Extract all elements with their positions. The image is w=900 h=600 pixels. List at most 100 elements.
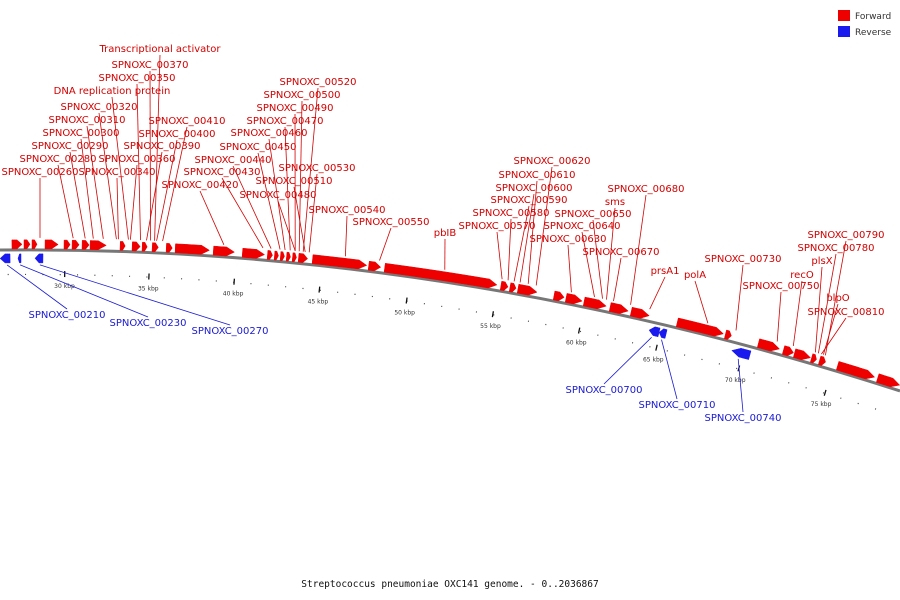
forward-gene-label: SPNOXC_00370 xyxy=(111,60,188,71)
forward-gene-arrow xyxy=(71,239,80,250)
forward-gene-label: SPNOXC_00400 xyxy=(138,129,215,140)
forward-gene-arrow xyxy=(817,355,826,366)
forward-gene-label: SPNOXC_00670 xyxy=(582,247,659,258)
forward-label-leader xyxy=(630,194,647,305)
forward-label-leader xyxy=(154,54,161,241)
genome-caption: Streptococcus pneumoniae OXC141 genome. … xyxy=(301,579,598,590)
forward-gene-arrow xyxy=(608,302,629,314)
forward-label-leader xyxy=(379,227,392,261)
reverse-gene-label: SPNOXC_00710 xyxy=(638,400,715,411)
forward-label-leader xyxy=(80,138,94,239)
forward-gene-label: SPNOXC_00440 xyxy=(194,155,271,166)
forward-gene-label: SPNOXC_00590 xyxy=(490,195,567,206)
forward-label-leader xyxy=(507,218,512,281)
forward-label-leader xyxy=(293,186,306,252)
tick-label: 75 kbp xyxy=(811,401,832,408)
tick-label: 50 kbp xyxy=(394,309,415,316)
tick-label: 45 kbp xyxy=(308,299,329,306)
forward-gene-arrow xyxy=(367,260,382,272)
forward-label-leader xyxy=(694,280,709,324)
forward-gene-label: blpO xyxy=(826,293,849,304)
forward-gene-label: SPNOXC_00780 xyxy=(797,243,874,254)
forward-gene-arrow xyxy=(212,245,235,257)
forward-gene-arrow xyxy=(31,239,38,250)
forward-gene-arrow xyxy=(44,239,59,250)
tick-label: 40 kbp xyxy=(223,291,244,298)
gene-features xyxy=(0,239,900,388)
reverse-gene-arrow xyxy=(0,253,11,264)
forward-gene-arrow xyxy=(792,348,812,360)
forward-gene-arrow xyxy=(724,329,732,340)
forward-gene-label: SPNOXC_00610 xyxy=(498,170,575,181)
forward-label-leader xyxy=(86,125,104,239)
forward-gene-arrow xyxy=(81,239,90,250)
forward-label-leader xyxy=(69,151,86,239)
forward-gene-label: SPNOXC_00340 xyxy=(78,167,155,178)
forward-gene-arrow xyxy=(835,361,876,380)
forward-label-leader xyxy=(496,231,503,280)
forward-gene-arrow xyxy=(499,280,509,291)
forward-label-leader xyxy=(221,177,264,249)
forward-gene-label: SPNOXC_00300 xyxy=(42,128,119,139)
forward-gene-label: prsA1 xyxy=(651,266,680,277)
scale-ticks: 30 kbp 35 kbp 40 kbp 45 kbp 50 kbp 55 kbp 60 k… xyxy=(7,271,877,410)
forward-gene-label: sms xyxy=(605,197,625,208)
forward-gene-arrow xyxy=(63,239,71,250)
forward-gene-arrow xyxy=(552,290,565,302)
forward-label-leader xyxy=(815,266,823,353)
forward-gene-arrow xyxy=(582,296,607,310)
major-tick xyxy=(405,297,408,304)
tick-label: 60 kbp xyxy=(566,339,587,346)
forward-gene-label: SPNOXC_00260 xyxy=(1,167,78,178)
forward-gene-arrow xyxy=(131,241,141,252)
reverse-gene-label: SPNOXC_00740 xyxy=(704,413,781,424)
forward-gene-label: SPNOXC_00500 xyxy=(263,90,340,101)
reverse-gene-label: SPNOXC_00230 xyxy=(109,318,186,329)
forward-label-leader xyxy=(776,291,782,342)
reverse-label-leader xyxy=(603,337,652,385)
forward-gene-label: SPNOXC_00310 xyxy=(48,115,125,126)
forward-label-leader xyxy=(149,70,151,241)
forward-gene-label: SPNOXC_00750 xyxy=(742,281,819,292)
forward-gene-arrow xyxy=(809,353,817,364)
forward-gene-label: SPNOXC_00520 xyxy=(279,77,356,88)
forward-gene-label: SPNOXC_00280 xyxy=(19,154,96,165)
major-tick xyxy=(318,286,321,293)
forward-gene-label: SPNOXC_00600 xyxy=(495,183,572,194)
forward-gene-label: SPNOXC_00790 xyxy=(807,230,884,241)
forward-label-leader xyxy=(823,303,839,355)
forward-gene-label: DNA replication protein xyxy=(54,86,171,97)
forward-label-leader xyxy=(527,180,538,284)
reverse-gene-arrow xyxy=(648,326,661,338)
tick-label: 35 kbp xyxy=(138,285,159,292)
reverse-label-leader xyxy=(661,339,678,400)
forward-gene-label: SPNOXC_00620 xyxy=(513,156,590,167)
forward-gene-arrow xyxy=(781,345,794,357)
forward-label-leader xyxy=(581,231,595,298)
forward-gene-arrow xyxy=(266,250,273,260)
forward-gene-label: SPNOXC_00540 xyxy=(308,205,385,216)
forward-label-leader xyxy=(57,164,74,239)
reverse-gene-label: SPNOXC_00210 xyxy=(28,310,105,321)
forward-gene-label: SPNOXC_00640 xyxy=(543,221,620,232)
forward-gene-arrow xyxy=(151,242,159,253)
forward-gene-label: SPNOXC_00410 xyxy=(148,116,225,127)
forward-gene-arrow xyxy=(241,248,266,259)
forward-gene-label: SPNOXC_00430 xyxy=(183,167,260,178)
forward-gene-label: SPNOXC_00550 xyxy=(352,217,429,228)
tick-label: 30 kbp xyxy=(54,283,75,290)
forward-label-leader xyxy=(136,83,141,241)
reverse-gene-arrow xyxy=(17,253,22,264)
forward-gene-label: SPNOXC_00450 xyxy=(219,142,296,153)
forward-gene-label: SPNOXC_00460 xyxy=(230,128,307,139)
forward-label-leader xyxy=(277,200,296,252)
forward-gene-arrow xyxy=(297,253,308,263)
forward-label-leader xyxy=(98,112,117,240)
forward-gene-label: SPNOXC_00630 xyxy=(529,234,606,245)
forward-gene-label: SPNOXC_00320 xyxy=(60,102,137,113)
reverse-gene-arrow xyxy=(34,253,44,264)
forward-gene-label: SPNOXC_00470 xyxy=(246,116,323,127)
forward-gene-label: plsX xyxy=(811,256,832,267)
forward-gene-label: SPNOXC_00680 xyxy=(607,184,684,195)
major-tick xyxy=(655,344,658,351)
